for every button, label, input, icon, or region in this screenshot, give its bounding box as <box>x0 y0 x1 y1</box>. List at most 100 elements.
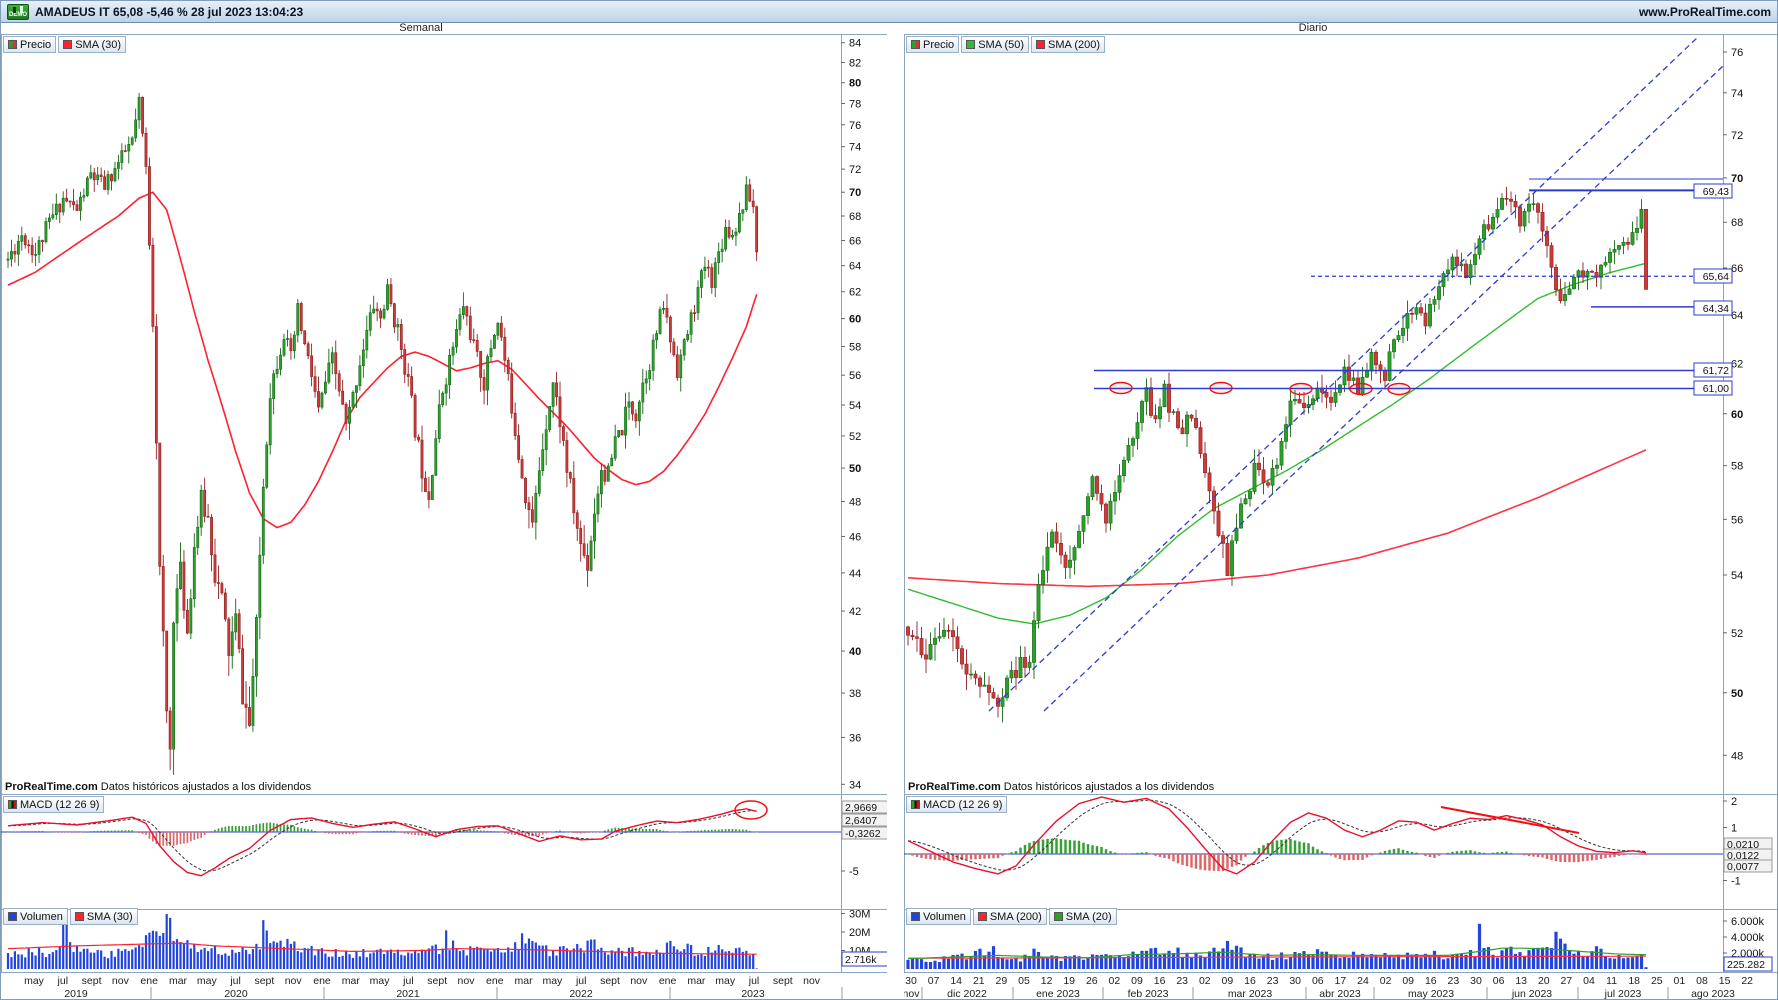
svg-text:29: 29 <box>996 975 1008 987</box>
svg-text:jul: jul <box>402 975 414 987</box>
svg-text:76: 76 <box>1731 47 1743 59</box>
svg-text:08: 08 <box>1696 975 1708 987</box>
legend-chip-label: SMA (200) <box>1048 38 1101 51</box>
svg-text:12: 12 <box>1041 975 1053 987</box>
svg-text:may 2023: may 2023 <box>1408 988 1454 1000</box>
svg-text:66: 66 <box>849 235 861 247</box>
volume-legend-row: Volumen SMA (30) <box>3 908 138 925</box>
svg-text:80: 80 <box>849 78 861 90</box>
svg-text:48: 48 <box>1731 750 1743 762</box>
svg-text:54: 54 <box>1731 570 1743 582</box>
svg-text:ene: ene <box>486 975 504 987</box>
svg-text:nov: nov <box>803 975 821 987</box>
svg-text:2.716k: 2.716k <box>845 954 877 966</box>
svg-text:26: 26 <box>1086 975 1098 987</box>
legend-chip-label: MACD (12 26 9) <box>20 798 100 811</box>
svg-text:82: 82 <box>849 57 861 69</box>
svg-text:72: 72 <box>849 164 861 176</box>
svg-text:mar: mar <box>687 975 706 987</box>
svg-text:may: may <box>24 975 45 987</box>
svg-text:68: 68 <box>849 211 861 223</box>
svg-text:2,6407: 2,6407 <box>845 815 877 827</box>
candles-swatch-icon <box>8 40 17 49</box>
svg-text:1: 1 <box>1731 823 1737 835</box>
legend-chip-label: SMA (20) <box>1065 910 1112 923</box>
weekly-chart-panel[interactable]: 84 82 80 78 76 74 72 70 68 66 64 62 60 58 56 54 52 50 48 46… <box>1 34 887 1000</box>
legend-chip-volumen[interactable]: Volumen <box>3 908 68 925</box>
legend-chip-precio[interactable]: Precio <box>3 36 57 53</box>
svg-text:2,9669: 2,9669 <box>845 802 877 814</box>
daily-chart-canvas[interactable]: 76 74 72 70 68 66 64 62 60 58 56 54 52 50 48 6.000k 4.00… <box>904 34 1778 1000</box>
daily-panel-title: Diario <box>1298 22 1328 34</box>
svg-text:nov: nov <box>285 975 303 987</box>
svg-text:13: 13 <box>1515 975 1527 987</box>
svg-text:23: 23 <box>1176 975 1188 987</box>
svg-text:jul: jul <box>575 975 587 987</box>
svg-text:jul: jul <box>229 975 241 987</box>
symbol-quote-title: AMADEUS IT 65,08 -5,46 % 28 jul 2023 13:… <box>35 4 304 19</box>
svg-text:61,00: 61,00 <box>1703 383 1729 395</box>
legend-chip-sma-200[interactable]: SMA (200) <box>1031 36 1106 53</box>
svg-text:24: 24 <box>1357 975 1369 987</box>
legend-chip-sma-50[interactable]: SMA (50) <box>961 36 1030 53</box>
weekly-chart-canvas[interactable]: 84 82 80 78 76 74 72 70 68 66 64 62 60 58 56 54 52 50 48 46… <box>1 34 887 1000</box>
legend-chip-sma-20[interactable]: SMA (20) <box>1048 908 1117 925</box>
svg-text:48: 48 <box>849 497 861 509</box>
svg-text:30M: 30M <box>849 909 870 921</box>
prorealtime-link[interactable]: www.ProRealTime.com <box>1638 4 1771 19</box>
svg-text:ene: ene <box>140 975 158 987</box>
svg-text:02: 02 <box>1380 975 1392 987</box>
svg-text:56: 56 <box>849 370 861 382</box>
data-adjustment-note: ProRealTime.com Datos históricos ajustad… <box>908 781 1215 793</box>
svg-text:02: 02 <box>1109 975 1121 987</box>
svg-text:52: 52 <box>849 431 861 443</box>
legend-chip-sma-30[interactable]: SMA (30) <box>58 36 127 53</box>
price-legend-row: Precio SMA (30) <box>3 36 127 53</box>
svg-text:36: 36 <box>849 732 861 744</box>
legend-chip-macd-12-26-9[interactable]: MACD (12 26 9) <box>3 796 105 813</box>
svg-text:may: may <box>542 975 563 987</box>
color-swatch-icon <box>966 40 976 49</box>
svg-text:62: 62 <box>1731 359 1743 371</box>
svg-text:nov: nov <box>458 975 476 987</box>
svg-text:may: may <box>370 975 391 987</box>
svg-text:50: 50 <box>849 463 861 475</box>
svg-text:jul 2023: jul 2023 <box>1604 988 1642 1000</box>
legend-chip-volumen[interactable]: Volumen <box>906 908 971 925</box>
svg-text:50: 50 <box>1731 688 1743 700</box>
legend-chip-macd-12-26-9[interactable]: MACD (12 26 9) <box>906 796 1008 813</box>
legend-chip-label: Precio <box>923 38 955 51</box>
svg-text:62: 62 <box>849 287 861 299</box>
svg-text:56: 56 <box>1731 514 1743 526</box>
svg-text:27: 27 <box>1561 975 1573 987</box>
legend-chip-precio[interactable]: Precio <box>906 36 960 53</box>
daily-chart-panel[interactable]: 76 74 72 70 68 66 64 62 60 58 56 54 52 50 48 6.000k 4.00… <box>904 34 1778 1000</box>
svg-text:60: 60 <box>1731 409 1743 421</box>
svg-text:34: 34 <box>849 779 861 791</box>
svg-text:02: 02 <box>1199 975 1211 987</box>
legend-chip-label: Volumen <box>923 910 966 923</box>
macd-swatch-icon <box>911 800 920 809</box>
macd-legend-row: MACD (12 26 9) <box>906 796 1008 813</box>
svg-text:01: 01 <box>1674 975 1686 987</box>
legend-chip-sma-30[interactable]: SMA (30) <box>69 908 138 925</box>
color-swatch-icon <box>1053 912 1063 921</box>
svg-text:4.000k: 4.000k <box>1731 932 1765 944</box>
svg-text:feb 2023: feb 2023 <box>1128 988 1169 1000</box>
svg-text:78: 78 <box>849 98 861 110</box>
legend-chip-sma-200[interactable]: SMA (200) <box>972 908 1047 925</box>
svg-text:16: 16 <box>1154 975 1166 987</box>
svg-text:38: 38 <box>849 688 861 700</box>
svg-text:19: 19 <box>1063 975 1075 987</box>
svg-text:72: 72 <box>1731 130 1743 142</box>
svg-text:61,72: 61,72 <box>1703 365 1729 377</box>
svg-text:mar 2023: mar 2023 <box>1228 988 1273 1000</box>
svg-text:60: 60 <box>849 314 861 326</box>
svg-text:09: 09 <box>1131 975 1143 987</box>
svg-text:18: 18 <box>1628 975 1640 987</box>
svg-text:-1: -1 <box>1731 876 1741 888</box>
legend-chip-label: MACD (12 26 9) <box>923 798 1003 811</box>
svg-text:2019: 2019 <box>64 988 88 1000</box>
svg-text:58: 58 <box>1731 461 1743 473</box>
